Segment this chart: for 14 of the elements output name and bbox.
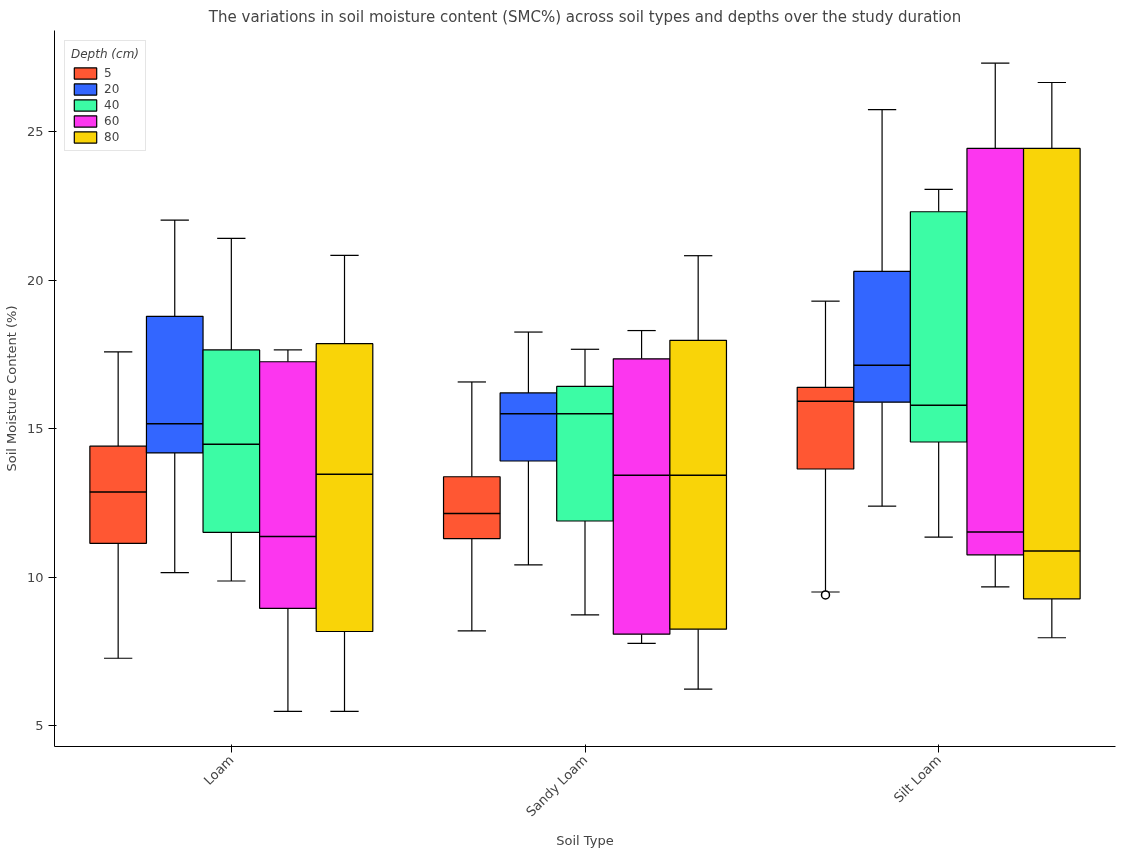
y-tick-label: 20: [26, 272, 44, 288]
legend-label: 40: [104, 98, 121, 112]
legend-label: 60: [104, 114, 121, 128]
y-tick-label: 25: [26, 124, 44, 140]
y-tick-label: 5: [35, 718, 44, 734]
y-tick-label: 15: [26, 421, 44, 437]
y-axis-title: Soil Moisture Content (%): [3, 305, 19, 472]
chart-title: The variations in soil moisture content (SMC%) across soil types and depths over the study duration: [207, 7, 962, 26]
legend-title: Depth (cm): [71, 47, 140, 61]
legend-label: 20: [104, 82, 121, 96]
x-axis-title: Soil Type: [556, 832, 614, 848]
y-tick-label: 10: [26, 569, 44, 585]
legend-label: 80: [104, 130, 121, 144]
legend-label: 5: [104, 66, 113, 80]
